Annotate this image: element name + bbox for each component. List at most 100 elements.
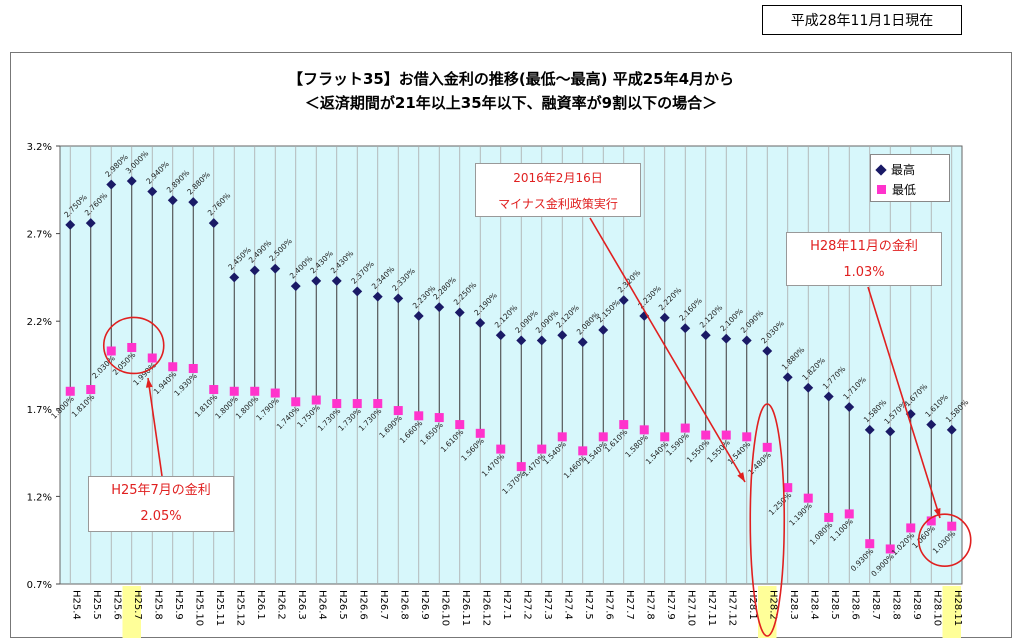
callout-neg-line2: マイナス金利政策実行 [498, 197, 618, 211]
x-tick-label: H28.6 [849, 590, 860, 620]
min-point [926, 516, 936, 526]
x-tick-label: H26.2 [275, 590, 286, 620]
x-tick-label: H26.7 [378, 590, 389, 620]
legend-max-icon [875, 163, 887, 176]
arrow-h25-07 [147, 377, 163, 477]
max-point [167, 195, 178, 206]
max-point [147, 186, 158, 197]
min-point [147, 353, 157, 363]
max-point [946, 424, 957, 435]
max-point [598, 325, 609, 335]
max-point [495, 330, 506, 341]
x-tick-label: H27.5 [583, 590, 594, 620]
max-point [680, 323, 691, 334]
x-tick-label: H25.11 [214, 590, 225, 626]
min-point [783, 483, 793, 493]
x-tick-label: H27.8 [644, 590, 655, 620]
x-tick-label: H28.9 [911, 590, 922, 620]
max-point [249, 265, 260, 276]
max-point [926, 419, 937, 430]
x-tick-label: H25.5 [91, 590, 102, 620]
x-tick-label: H28.8 [890, 590, 901, 620]
y-tick-label: 2.7% [27, 230, 52, 241]
x-tick-label: H26.6 [357, 590, 368, 620]
arrow-h25-07-head [145, 378, 153, 388]
max-point [65, 219, 76, 230]
min-point [106, 346, 116, 356]
max-point [803, 382, 814, 393]
max-point [823, 391, 834, 402]
x-tick-label: H28.1 [747, 590, 758, 620]
max-point [311, 275, 322, 286]
x-tick-label: H26.4 [316, 590, 327, 620]
min-point [598, 432, 608, 442]
max-point [741, 335, 752, 346]
min-point [455, 420, 465, 430]
x-tick-label: H25.10 [193, 590, 204, 626]
x-tick-label: H27.11 [706, 590, 717, 626]
min-point [701, 430, 711, 440]
date-stamp: 平成28年11月1日現在 [762, 5, 962, 35]
min-point [639, 425, 649, 435]
legend-max: 最高 [875, 161, 915, 178]
min-point [475, 428, 485, 438]
min-point [824, 512, 834, 522]
y-tick-label: 1.7% [27, 405, 52, 416]
min-point [229, 386, 239, 396]
min-point [762, 442, 772, 452]
x-tick-label: H28.4 [808, 590, 819, 620]
min-point [270, 388, 280, 398]
x-tick-label: H26.5 [337, 590, 348, 620]
category-highlight [122, 586, 141, 638]
min-point [373, 399, 383, 409]
x-tick-label: H28.2 [767, 590, 778, 620]
callout-h25-line2: 2.05% [140, 509, 182, 524]
min-point [865, 539, 875, 549]
min-point [311, 395, 321, 405]
min-point [414, 411, 424, 421]
min-point [250, 386, 260, 396]
max-point [126, 176, 137, 186]
callout-h25-07: H25年7月の金利 2.05% [88, 476, 234, 532]
x-tick-label: H25.4 [70, 590, 81, 620]
min-point [65, 386, 75, 396]
min-point [885, 544, 895, 554]
max-point [85, 218, 96, 229]
legend-min-icon [877, 185, 886, 194]
callout-h28-line1: H28年11月の金利 [810, 239, 918, 254]
annotation-circle-h28-11 [917, 513, 972, 567]
legend: 最高 最低 [870, 154, 950, 202]
max-point [700, 330, 711, 341]
x-tick-label: H27.7 [624, 590, 635, 620]
max-point [864, 424, 875, 435]
x-tick-label: H25.8 [152, 590, 163, 620]
callout-neg-line1: 2016年2月16日 [513, 171, 603, 185]
max-point [516, 335, 527, 346]
x-tick-label: H25.7 [132, 590, 143, 620]
max-point [372, 291, 383, 302]
max-point [536, 335, 547, 346]
x-tick-label: H25.12 [234, 590, 245, 626]
max-point [434, 302, 445, 313]
callout-h28-11: H28年11月の金利 1.03% [786, 232, 942, 286]
min-point [906, 523, 916, 533]
x-tick-label: H28.11 [952, 590, 963, 626]
min-point [332, 399, 342, 409]
x-tick-label: H28.5 [829, 590, 840, 620]
x-tick-label: H27.4 [562, 590, 573, 620]
max-point [290, 281, 301, 292]
x-tick-label: H25.6 [111, 590, 122, 620]
min-point [291, 397, 301, 407]
max-point [844, 402, 855, 412]
x-tick-label: H27.9 [665, 590, 676, 620]
max-point [393, 293, 404, 304]
min-point [188, 364, 198, 374]
legend-min-label: 最低 [892, 183, 917, 197]
chart-subtitle: ＜返済期間が21年以上35年以下、融資率が9割以下の場合＞ [304, 94, 718, 112]
min-point [844, 509, 854, 519]
max-point [454, 307, 465, 318]
x-tick-label: H26.11 [460, 590, 471, 626]
x-tick-label: H26.9 [419, 590, 430, 620]
category-highlight [942, 586, 961, 638]
max-point [270, 263, 281, 274]
